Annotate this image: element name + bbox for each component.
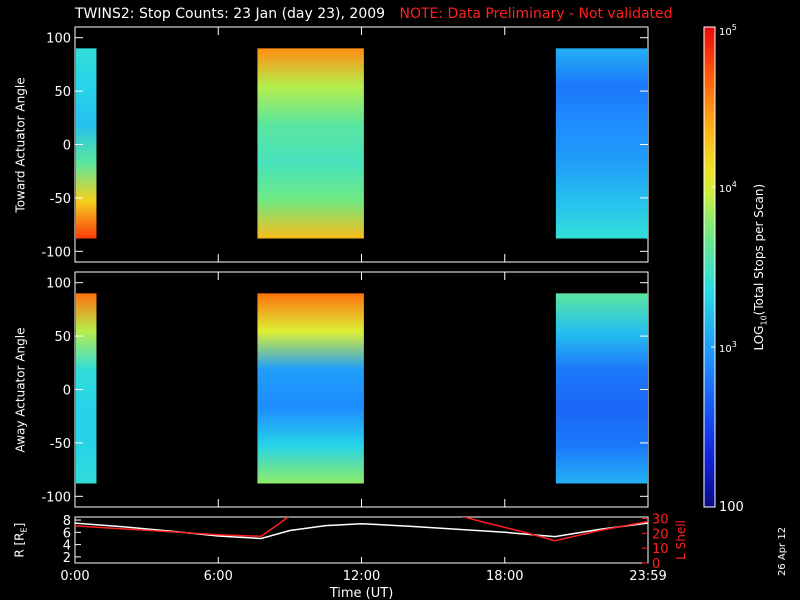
x-tick-label: 0:00 bbox=[60, 569, 89, 584]
x-axis-label: Time (UT) bbox=[329, 586, 394, 600]
title-note: NOTE: Data Preliminary - Not validated bbox=[399, 6, 673, 22]
toward-ytick-label: 0 bbox=[63, 139, 71, 154]
colorbar-tick-exponent: 3 bbox=[732, 340, 737, 349]
away-ytick-label: -50 bbox=[50, 437, 71, 452]
ephemeris-ylabel-left: R [RE] bbox=[11, 522, 29, 558]
away-ytick-label: -100 bbox=[41, 490, 71, 505]
x-tick-label: 12:00 bbox=[343, 569, 380, 584]
x-tick-label: 23:59 bbox=[629, 569, 666, 584]
ephemeris-ytick-right-label: 30 bbox=[652, 512, 669, 527]
toward-data-block bbox=[76, 48, 97, 239]
colorbar-tick-label: 103 bbox=[719, 340, 737, 355]
toward-data-block bbox=[555, 48, 648, 239]
toward-data-block bbox=[257, 48, 364, 239]
title-text: TWINS2: Stop Counts: 23 Jan (day 23), 20… bbox=[75, 6, 386, 22]
toward-ylabel: Toward Actuator Angle bbox=[13, 76, 28, 213]
colorbar-tick-exponent: 4 bbox=[732, 180, 737, 189]
ephemeris-ytick-right-label: 10 bbox=[652, 542, 669, 557]
colorbar-tick-label: 104 bbox=[719, 180, 737, 195]
x-tick-label: 18:00 bbox=[486, 569, 523, 584]
x-tick-label: 6:00 bbox=[204, 569, 233, 584]
ephemeris-ylabel-right: L Shell bbox=[673, 520, 688, 560]
colorbar bbox=[703, 26, 716, 508]
colorbar-tick-label: 100 bbox=[719, 500, 744, 515]
away-data-block bbox=[555, 293, 648, 484]
ephemeris-ytick-left-label: 2 bbox=[63, 551, 71, 566]
ephemeris-ytick-right-label: 20 bbox=[652, 527, 669, 542]
ephemeris-ytick-left-label: 8 bbox=[63, 514, 71, 529]
away-ylabel: Away Actuator Angle bbox=[13, 326, 28, 453]
ephemeris-ytick-left-label: 6 bbox=[63, 526, 71, 541]
toward-ytick-label: 100 bbox=[46, 32, 71, 47]
colorbar-tick-label: 105 bbox=[719, 23, 737, 38]
away-data-block bbox=[257, 293, 364, 484]
away-ytick-label: 0 bbox=[63, 384, 71, 399]
ephemeris-series-line-1 bbox=[75, 517, 290, 538]
toward-ytick-label: -50 bbox=[50, 192, 71, 207]
colorbar-tick-exponent: 5 bbox=[732, 23, 737, 32]
toward-ytick-label: -100 bbox=[41, 245, 71, 260]
ephemeris-ytick-left-label: 4 bbox=[63, 539, 71, 554]
plot-date: 26 Apr 12 bbox=[776, 526, 788, 576]
away-data-block bbox=[76, 293, 97, 484]
toward-ytick-label: 50 bbox=[54, 85, 71, 100]
ephemeris-series-line-2 bbox=[461, 517, 648, 542]
away-ytick-label: 100 bbox=[46, 277, 71, 292]
colorbar-label: LOG10(Total Stops per Scan) bbox=[751, 183, 769, 351]
chart-title: TWINS2: Stop Counts: 23 Jan (day 23), 20… bbox=[75, 6, 673, 22]
ephemeris-ytick-right-label: 0 bbox=[652, 557, 660, 572]
away-ytick-label: 50 bbox=[54, 330, 71, 345]
